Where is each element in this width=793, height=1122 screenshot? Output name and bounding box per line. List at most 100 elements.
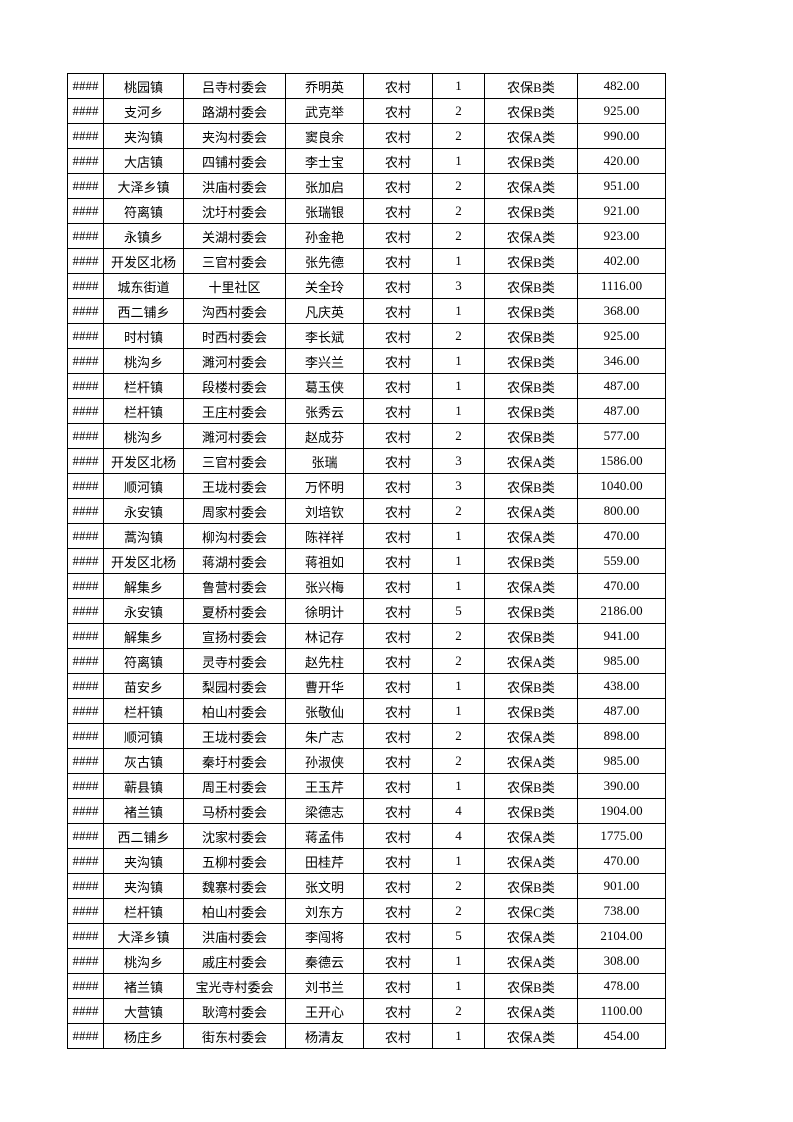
table-cell: 窦良余	[285, 123, 364, 149]
table-cell: ####	[67, 598, 104, 624]
table-cell: 2	[432, 423, 485, 449]
table-row: #### 大泽乡镇 洪庙村委会 张加启 农村 2 农保A类 951.00	[67, 173, 666, 199]
table-cell: 1	[432, 398, 485, 424]
table-row: #### 西二铺乡 沈家村委会 蒋孟伟 农村 4 农保A类 1775.00	[67, 823, 666, 849]
table-row: #### 解集乡 宣扬村委会 林记存 农村 2 农保B类 941.00	[67, 623, 666, 649]
table-cell: 农保B类	[484, 98, 578, 124]
table-cell: 985.00	[577, 648, 666, 674]
table-cell: 开发区北杨	[103, 548, 184, 574]
table-cell: 孙淑侠	[285, 748, 364, 774]
table-cell: 420.00	[577, 148, 666, 174]
table-cell: 990.00	[577, 123, 666, 149]
table-row: #### 开发区北杨 三官村委会 张瑞 农村 3 农保A类 1586.00	[67, 448, 666, 474]
table-cell: 城东街道	[103, 273, 184, 299]
table-cell: ####	[67, 973, 104, 999]
table-cell: ####	[67, 573, 104, 599]
table-cell: 濉河村委会	[183, 423, 286, 449]
table-cell: ####	[67, 548, 104, 574]
table-cell: 农保A类	[484, 748, 578, 774]
table-cell: 487.00	[577, 373, 666, 399]
table-cell: 万怀明	[285, 473, 364, 499]
table-cell: 田桂芹	[285, 848, 364, 874]
table-cell: 农保A类	[484, 448, 578, 474]
table-cell: 路湖村委会	[183, 98, 286, 124]
table-row: #### 苗安乡 梨园村委会 曹开华 农村 1 农保B类 438.00	[67, 673, 666, 699]
table-cell: 农保A类	[484, 573, 578, 599]
table-cell: 1775.00	[577, 823, 666, 849]
table-cell: ####	[67, 948, 104, 974]
table-cell: 346.00	[577, 348, 666, 374]
table-cell: 农保B类	[484, 473, 578, 499]
table-cell: 西二铺乡	[103, 823, 184, 849]
table-row: #### 符离镇 沈圩村委会 张瑞银 农村 2 农保B类 921.00	[67, 198, 666, 224]
table-cell: 符离镇	[103, 648, 184, 674]
table-cell: 时村镇	[103, 323, 184, 349]
table-cell: ####	[67, 873, 104, 899]
table-cell: 梨园村委会	[183, 673, 286, 699]
table-row: #### 桃沟乡 濉河村委会 赵成芬 农村 2 农保B类 577.00	[67, 423, 666, 449]
table-cell: 1	[432, 298, 485, 324]
table-cell: 农保A类	[484, 848, 578, 874]
table-cell: 张秀云	[285, 398, 364, 424]
table-cell: ####	[67, 473, 104, 499]
table-cell: 戚庄村委会	[183, 948, 286, 974]
table-cell: 农保A类	[484, 123, 578, 149]
table-cell: 925.00	[577, 323, 666, 349]
table-cell: 2	[432, 723, 485, 749]
table-row: #### 桃园镇 吕寺村委会 乔明英 农村 1 农保B类 482.00	[67, 73, 666, 99]
table-cell: 925.00	[577, 98, 666, 124]
table-cell: 解集乡	[103, 623, 184, 649]
table-cell: 灰古镇	[103, 748, 184, 774]
table-cell: 李士宝	[285, 148, 364, 174]
table-cell: ####	[67, 523, 104, 549]
table-cell: ####	[67, 298, 104, 324]
table-cell: 农村	[363, 273, 433, 299]
table-cell: 923.00	[577, 223, 666, 249]
table-cell: 1	[432, 848, 485, 874]
table-row: #### 栏杆镇 王庄村委会 张秀云 农村 1 农保B类 487.00	[67, 398, 666, 424]
table-row: #### 开发区北杨 蒋湖村委会 蒋祖如 农村 1 农保B类 559.00	[67, 548, 666, 574]
table-cell: 农村	[363, 173, 433, 199]
table-cell: 农村	[363, 823, 433, 849]
table-cell: 农保B类	[484, 298, 578, 324]
table-cell: 农村	[363, 948, 433, 974]
table-cell: 2	[432, 198, 485, 224]
table-cell: 470.00	[577, 848, 666, 874]
table-cell: 张瑞	[285, 448, 364, 474]
table-cell: ####	[67, 73, 104, 99]
table-cell: 487.00	[577, 398, 666, 424]
table-cell: 李长斌	[285, 323, 364, 349]
table-cell: 308.00	[577, 948, 666, 974]
table-cell: 1	[432, 148, 485, 174]
table-cell: ####	[67, 123, 104, 149]
table-cell: 487.00	[577, 698, 666, 724]
table-cell: 张兴梅	[285, 573, 364, 599]
table-cell: 农保B类	[484, 598, 578, 624]
table-row: #### 大泽乡镇 洪庙村委会 李闯将 农村 5 农保A类 2104.00	[67, 923, 666, 949]
table-cell: ####	[67, 923, 104, 949]
table-cell: ####	[67, 98, 104, 124]
table-cell: 农村	[363, 1023, 433, 1049]
table-row: #### 杨庄乡 街东村委会 杨清友 农村 1 农保A类 454.00	[67, 1023, 666, 1049]
table-cell: 农村	[363, 723, 433, 749]
table-cell: 张文明	[285, 873, 364, 899]
table-cell: 农村	[363, 923, 433, 949]
table-cell: 栏杆镇	[103, 373, 184, 399]
table-cell: 农村	[363, 473, 433, 499]
table-cell: ####	[67, 773, 104, 799]
table-cell: 苗安乡	[103, 673, 184, 699]
table-cell: 农保B类	[484, 73, 578, 99]
table-cell: 蒋湖村委会	[183, 548, 286, 574]
table-cell: 2	[432, 173, 485, 199]
table-cell: ####	[67, 648, 104, 674]
table-cell: 2	[432, 323, 485, 349]
table-cell: 农保B类	[484, 373, 578, 399]
table-cell: 农村	[363, 248, 433, 274]
table-cell: 曹开华	[285, 673, 364, 699]
table-cell: 农村	[363, 523, 433, 549]
table-cell: 941.00	[577, 623, 666, 649]
table-cell: ####	[67, 423, 104, 449]
table-cell: 西二铺乡	[103, 298, 184, 324]
